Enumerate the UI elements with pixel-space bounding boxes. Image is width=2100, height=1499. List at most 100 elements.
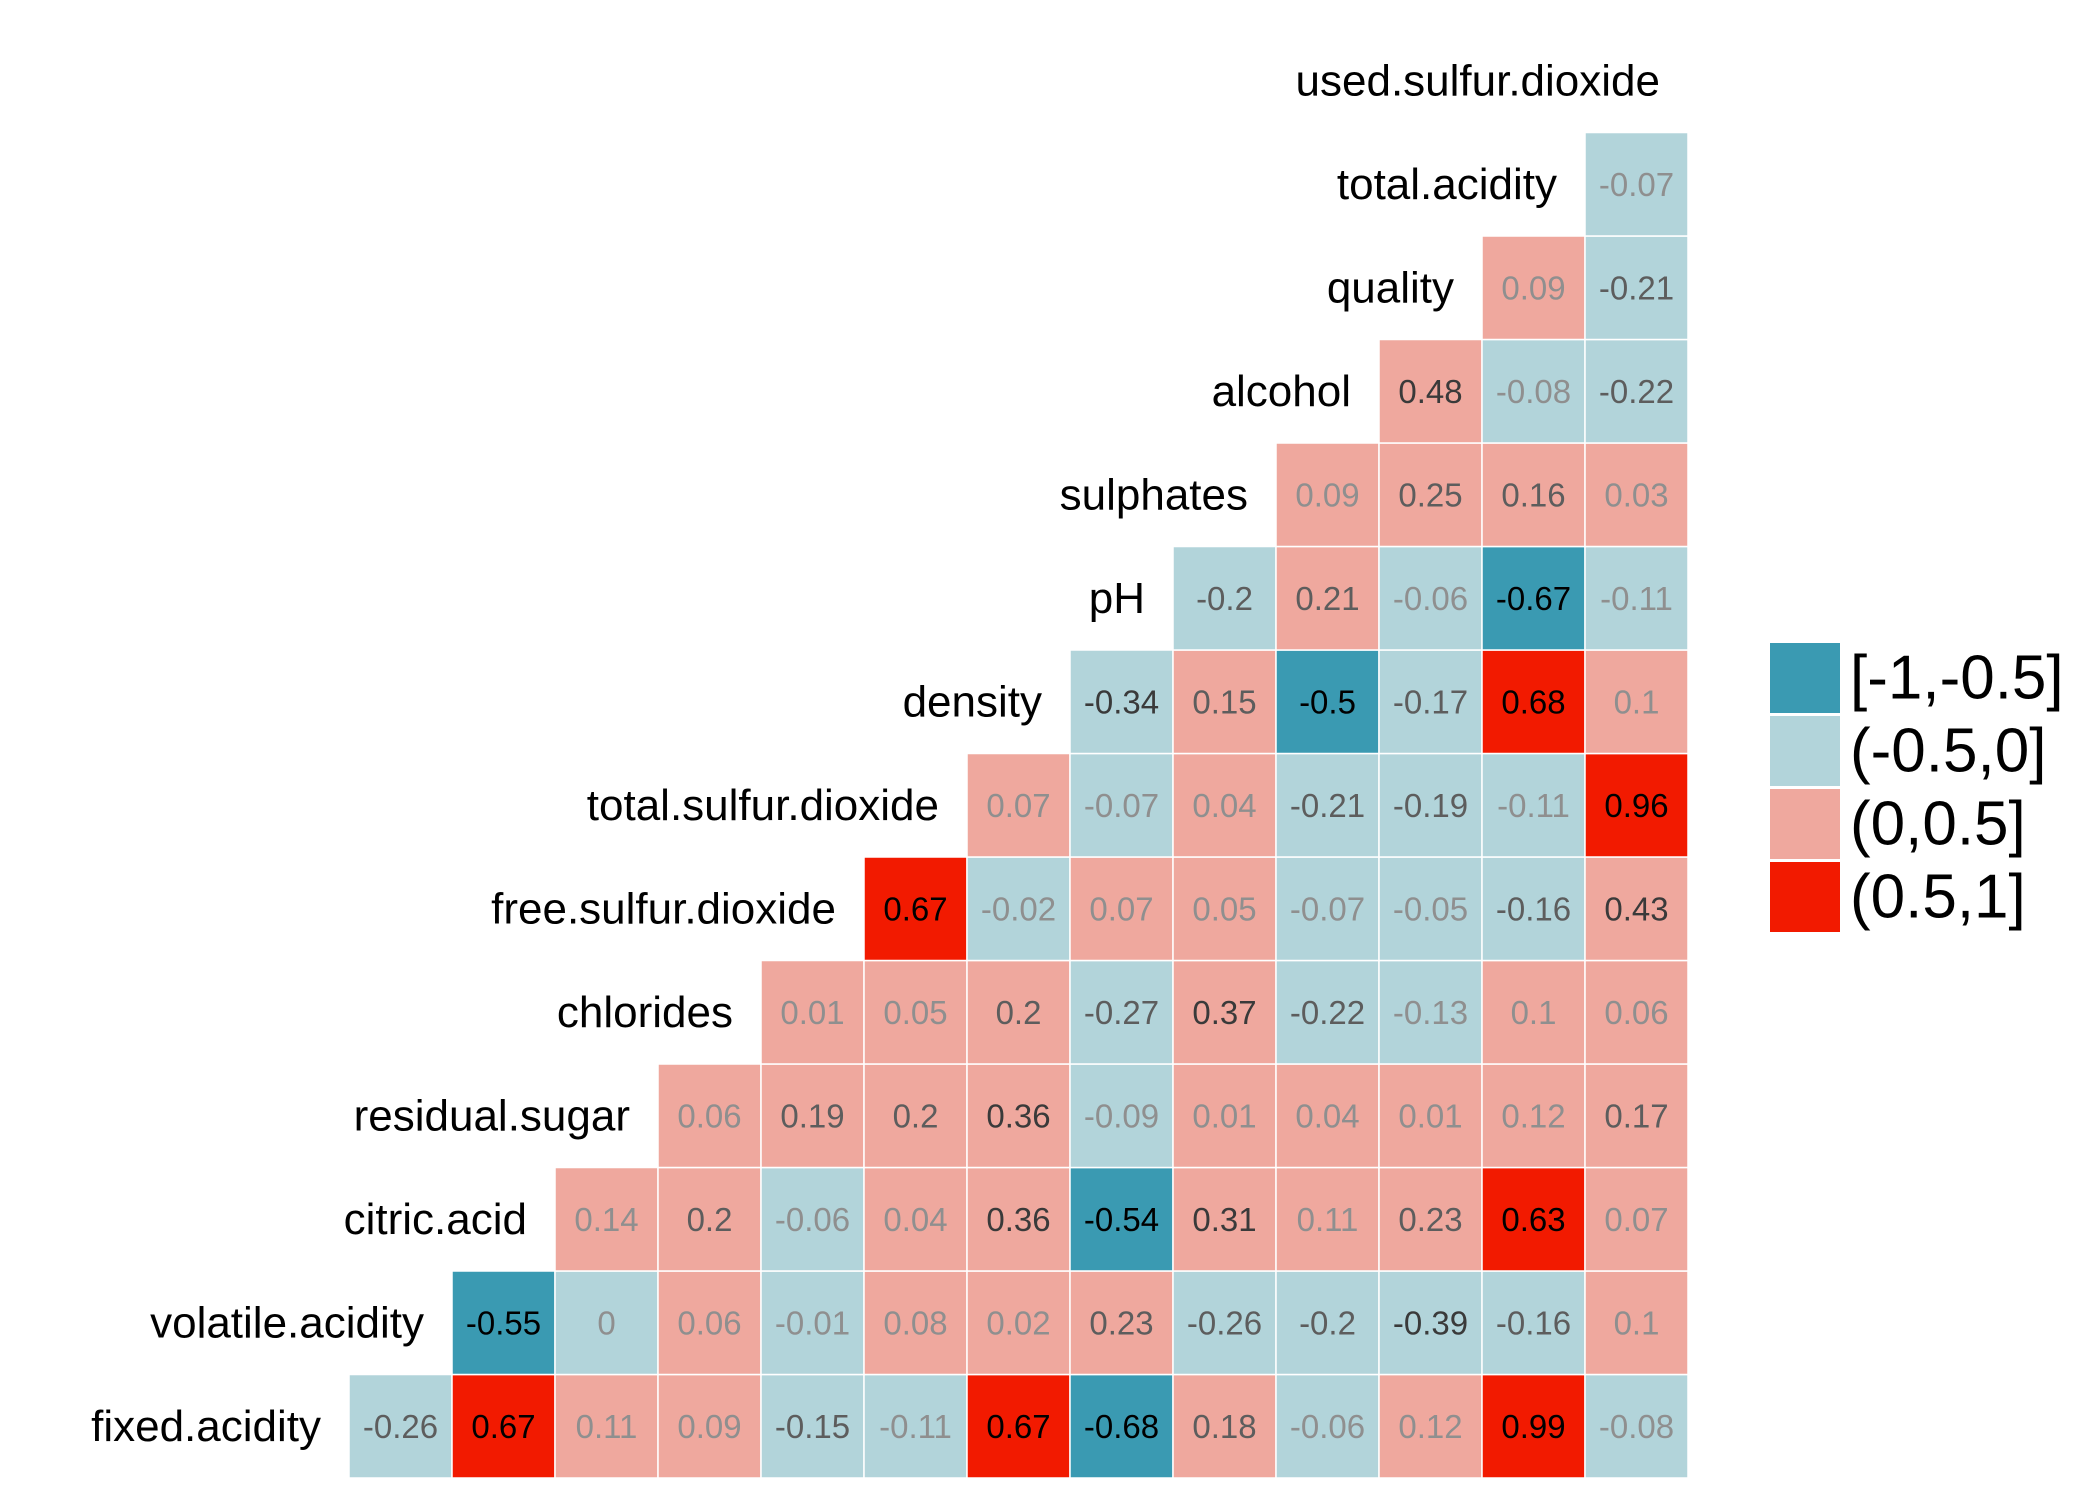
cell-value-label: 0.07 [986,787,1050,824]
cell-value-label: -0.68 [1084,1408,1159,1445]
cell-value-label: -0.22 [1290,994,1365,1031]
heatmap-cell [1481,959,1586,1065]
cell-value-label: -0.11 [1600,580,1673,617]
heatmap-cell [657,1166,762,1272]
heatmap-cells: -0.26 0.67 0.11 0.09 -0.15 -0.11 0.67 -0.68 0.18… [348,131,1689,1479]
variable-label: total.acidity [1337,160,1557,209]
heatmap-cell [1481,649,1586,755]
cell-value-label: 0.11 [1297,1201,1359,1238]
cell-value-label: 0.06 [1604,994,1668,1031]
heatmap-cell [1069,959,1174,1065]
variable-label: total.sulfur.dioxide [587,781,939,830]
legend-label: [-1,-0.5] [1850,644,2064,713]
legend-key [1770,643,1840,713]
heatmap-cell [1481,235,1586,341]
cell-value-label: 0.31 [1192,1201,1256,1238]
variable-label: chlorides [557,988,733,1037]
heatmap-cell [966,1373,1071,1479]
cell-value-label: 0.23 [1089,1304,1153,1341]
cell-value-label: 0.1 [1614,683,1660,720]
heatmap-cell [1584,856,1689,962]
heatmap-cell [1584,442,1689,548]
cell-value-label: 0.17 [1604,1097,1668,1134]
cell-value-label: -0.13 [1393,994,1468,1031]
heatmap-cell [451,1373,556,1479]
cell-value-label: 0.2 [893,1097,939,1134]
heatmap-cell [1069,856,1174,962]
cell-value-label: 0 [597,1304,615,1341]
cell-value-label: 0.04 [1295,1097,1359,1134]
cell-value-label: 0.25 [1398,476,1462,513]
heatmap-cell [1172,1373,1277,1479]
cell-value-label: 0.67 [471,1408,535,1445]
heatmap-cell [1584,545,1689,651]
cell-value-label: 0.37 [1192,994,1256,1031]
cell-value-label: 0.11 [576,1408,638,1445]
cell-value-label: -0.22 [1599,373,1674,410]
heatmap-cell [1069,1373,1174,1479]
cell-value-label: 0.43 [1604,890,1668,927]
variable-label: alcohol [1212,367,1351,416]
cell-value-label: 0.02 [986,1304,1050,1341]
heatmap-cell [863,856,968,962]
heatmap-cell [1069,1063,1174,1169]
heatmap-cell [760,1373,865,1479]
cell-value-label: -0.11 [879,1408,952,1445]
cell-value-label: 0.06 [677,1304,741,1341]
heatmap-cell [1584,1270,1689,1376]
cell-value-label: -0.67 [1496,580,1571,617]
cell-value-label: -0.39 [1393,1304,1468,1341]
legend-label: (0.5,1] [1850,863,2026,932]
heatmap-cell [451,1270,556,1376]
cell-value-label: 0.67 [883,890,947,927]
cell-value-label: -0.15 [775,1408,850,1445]
legend-key [1770,716,1840,786]
cell-value-label: -0.07 [1599,166,1674,203]
heatmap-cell [760,1166,865,1272]
variable-label: quality [1327,263,1454,312]
heatmap-cell [863,1270,968,1376]
heatmap-cell [760,1063,865,1169]
heatmap-cell [1378,338,1483,444]
cell-value-label: 0.05 [883,994,947,1031]
cell-value-label: 0.05 [1192,890,1256,927]
heatmap-cell [1275,649,1380,755]
legend-label: (-0.5,0] [1850,717,2046,786]
heatmap-cell [348,1373,453,1479]
heatmap-cell [1584,1373,1689,1479]
heatmap-cell [1481,752,1586,858]
cell-value-label: 0.03 [1604,476,1668,513]
cell-value-label: -0.19 [1393,787,1468,824]
cell-value-label: -0.2 [1196,580,1253,617]
cell-value-label: -0.08 [1496,373,1571,410]
cell-value-label: 0.18 [1192,1408,1256,1445]
heatmap-cell [1172,545,1277,651]
cell-value-label: 0.09 [677,1408,741,1445]
heatmap-cell [1275,856,1380,962]
heatmap-cell [1275,1373,1380,1479]
heatmap-cell [760,959,865,1065]
heatmap-cell [1172,1270,1277,1376]
heatmap-cell [1584,235,1689,341]
cell-value-label: -0.27 [1084,994,1159,1031]
cell-value-label: 0.68 [1501,683,1565,720]
legend: [-1,-0.5](-0.5,0](0,0.5](0.5,1] [1770,643,2064,932]
cell-value-label: 0.21 [1295,580,1359,617]
variable-label: sulphates [1060,470,1248,519]
heatmap-cell [1584,338,1689,444]
variable-label: volatile.acidity [150,1298,424,1347]
cell-value-label: -0.11 [1497,787,1570,824]
variable-labels: fixed.acidity volatile.acidity citric.acid… [91,56,1660,1451]
cell-value-label: -0.08 [1599,1408,1674,1445]
heatmap-cell [657,1063,762,1169]
cell-value-label: 0.06 [677,1097,741,1134]
heatmap-cell [1481,442,1586,548]
cell-value-label: 0.19 [780,1097,844,1134]
cell-value-label: 0.1 [1511,994,1557,1031]
heatmap-cell [1069,1270,1174,1376]
heatmap-cell [1584,752,1689,858]
cell-value-label: -0.21 [1599,269,1674,306]
heatmap-cell [1172,752,1277,858]
heatmap-cell [1584,131,1689,237]
heatmap-cell [1275,752,1380,858]
